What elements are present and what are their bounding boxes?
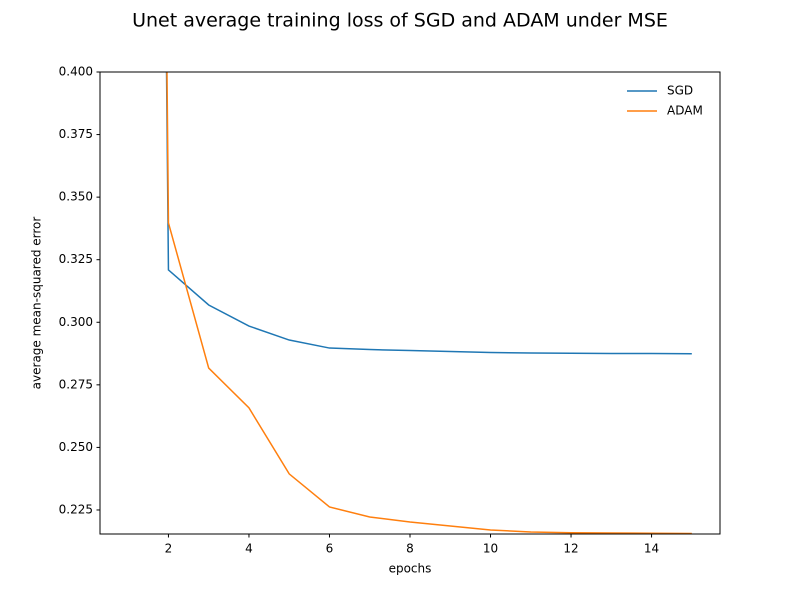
y-tick-label: 0.400 bbox=[59, 65, 93, 79]
legend-label: SGD bbox=[667, 84, 693, 98]
x-tick-label: 12 bbox=[563, 542, 578, 556]
x-tick-label: 10 bbox=[483, 542, 498, 556]
x-tick-label: 14 bbox=[644, 542, 659, 556]
y-tick-label: 0.325 bbox=[59, 252, 93, 266]
x-tick-label: 8 bbox=[406, 542, 414, 556]
y-tick-label: 0.350 bbox=[59, 190, 93, 204]
x-tick-label: 6 bbox=[326, 542, 334, 556]
chart-title: Unet average training loss of SGD and AD… bbox=[132, 10, 668, 32]
y-tick-label: 0.300 bbox=[59, 315, 93, 329]
y-axis-label: average mean-squared error bbox=[30, 217, 44, 390]
x-tick-label: 4 bbox=[245, 542, 253, 556]
series-line bbox=[165, 72, 692, 355]
legend-label: ADAM bbox=[667, 104, 703, 118]
x-tick-label: 2 bbox=[165, 542, 173, 556]
y-tick-label: 0.275 bbox=[59, 377, 93, 391]
y-tick-label: 0.225 bbox=[59, 502, 93, 516]
y-tick-label: 0.375 bbox=[59, 127, 93, 141]
series-line bbox=[166, 72, 692, 534]
y-tick-label: 0.250 bbox=[59, 440, 93, 454]
plot-area bbox=[165, 72, 692, 534]
x-axis-label: epochs bbox=[389, 562, 432, 576]
